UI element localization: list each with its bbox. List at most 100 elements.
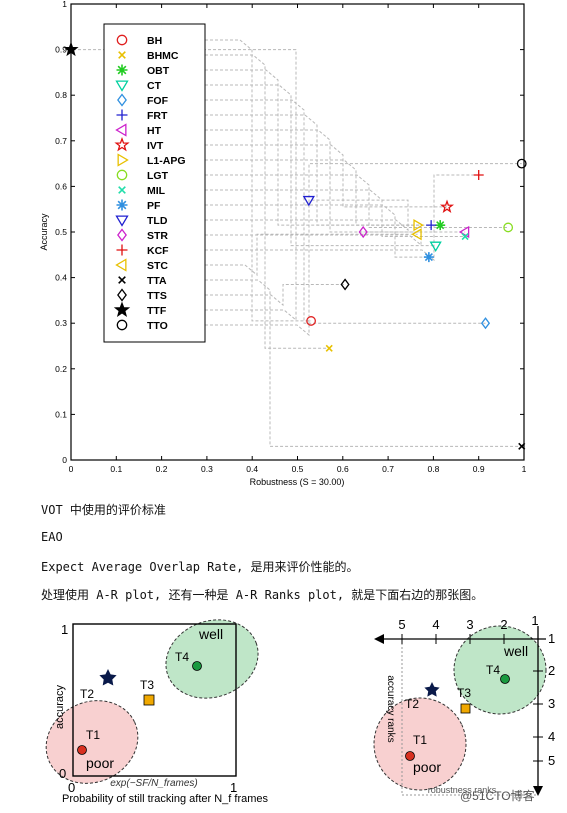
- y-axis-label: accuracy ranks: [385, 675, 396, 742]
- data-points: [63, 41, 527, 450]
- y-tick-4: 4: [548, 729, 555, 744]
- legend-connector-lines: [71, 39, 522, 447]
- y-tick-label: 0.4: [55, 273, 67, 283]
- connector-l1-apg: [205, 159, 418, 226]
- legend-entry-tta: TTA: [118, 275, 167, 287]
- legend-label: TLD: [147, 215, 168, 227]
- legend-label: HT: [147, 125, 162, 137]
- x-tick-label: 0.1: [110, 464, 122, 474]
- connector-bhmc: [205, 54, 330, 349]
- legend: BH BHMC OBT CT FOF FRT HT IVT L1-APG LGT MIL PF TLD S…: [103, 23, 206, 343]
- connector-obt: [205, 69, 441, 226]
- ar-ranks-diagram: 5 4 3 2 1 1 2 3 4 5 well poor accuracy r…: [373, 613, 555, 803]
- connector-ht: [205, 129, 466, 233]
- text-line-1: VOT 中使用的评价标准: [41, 503, 166, 517]
- label-t2: T2: [405, 697, 419, 711]
- x-tick-5: 5: [398, 617, 405, 632]
- y-tick-1: 1: [548, 631, 555, 646]
- legend-entry-ct: CT: [115, 80, 162, 92]
- poor-region: [373, 697, 467, 791]
- legend-entry-pf: PF: [116, 199, 161, 212]
- point-tta: [518, 442, 526, 450]
- legend-label: MIL: [147, 185, 166, 197]
- legend-label: PF: [147, 200, 161, 212]
- point-bh: [306, 316, 316, 326]
- x-axis-label: Robustness (S = 30.00): [250, 477, 345, 487]
- y-axis-label: Accuracy: [39, 213, 49, 251]
- point-fof: [480, 317, 491, 330]
- point-tts: [340, 278, 350, 291]
- legend-entry-l1-apg: L1-APG: [117, 153, 186, 167]
- x-tick-label: 0: [69, 464, 74, 474]
- legend-entry-ht: HT: [115, 123, 162, 137]
- region-label-poor: poor: [413, 759, 441, 775]
- legend-entry-tto: TTO: [116, 319, 168, 332]
- point-lgt: [503, 222, 514, 233]
- label-t2: T2: [80, 687, 94, 701]
- label-t4: T4: [175, 650, 189, 664]
- connector-tto: [205, 163, 522, 337]
- legend-label: TTA: [147, 275, 167, 287]
- point-ct: [429, 241, 442, 252]
- point-t2-star: [424, 682, 440, 697]
- legend-entry-bhmc: BHMC: [118, 50, 179, 62]
- legend-label: TTS: [147, 290, 167, 302]
- point-ttf: [63, 41, 79, 57]
- point-obt: [435, 220, 446, 231]
- y-tick-label: 0.7: [55, 136, 67, 146]
- x-tick-4: 4: [432, 617, 439, 632]
- x-tick-label: 0.6: [337, 464, 349, 474]
- y-tick-label: 0.2: [55, 364, 67, 374]
- x-tick-label: 0.5: [292, 464, 304, 474]
- watermark: @51CTO博客: [460, 788, 535, 803]
- region-label-well: well: [503, 643, 528, 659]
- y-arrow-head: [533, 786, 543, 796]
- point-frt: [426, 220, 437, 231]
- y-tick-label: 0.3: [55, 318, 67, 328]
- x-tick-1: 1: [230, 780, 237, 795]
- connector-tts: [205, 283, 346, 307]
- x-axis-label: robustness ranks: [428, 785, 497, 795]
- connector-bh: [205, 39, 312, 322]
- text-line-2: EAO: [41, 530, 63, 544]
- legend-entry-str: STR: [117, 228, 168, 242]
- connector-ivt: [205, 144, 447, 208]
- y-tick-label: 0.6: [55, 181, 67, 191]
- connector-frt: [205, 114, 432, 226]
- x-tick-label: 0.4: [246, 464, 258, 474]
- x-axis-formula: exp(−SF/N_frames): [110, 778, 198, 789]
- point-t3: [143, 694, 155, 706]
- legend-entry-tts: TTS: [117, 288, 167, 302]
- point-t2-star: [99, 669, 117, 686]
- legend-label: BH: [147, 35, 162, 47]
- x-tick-label: 1: [522, 464, 527, 474]
- legend-label: KCF: [147, 245, 169, 257]
- legend-label: FOF: [147, 95, 169, 107]
- label-t3: T3: [457, 686, 471, 700]
- point-l1-apg: [413, 219, 424, 232]
- text-line-4: 处理使用 A-R plot, 还有一种是 A-R Ranks plot, 就是下…: [41, 588, 484, 602]
- legend-entry-tld: TLD: [115, 215, 168, 227]
- connector-fof: [205, 99, 486, 324]
- y-tick-3: 3: [548, 696, 555, 711]
- legend-entry-mil: MIL: [118, 185, 166, 197]
- point-stc: [411, 228, 422, 241]
- point-str: [358, 225, 368, 239]
- region-label-poor: poor: [86, 755, 114, 771]
- point-bhmc: [325, 344, 333, 352]
- legend-entry-frt: FRT: [116, 109, 168, 122]
- point-t1: [77, 745, 87, 755]
- connector-tta: [205, 279, 522, 447]
- x-tick-1: 1: [531, 613, 538, 628]
- ar-plot-frame: [72, 623, 237, 777]
- x-tick-0: 0: [68, 780, 75, 795]
- label-t1: T1: [86, 728, 100, 742]
- legend-label: FRT: [147, 110, 168, 122]
- x-tick-label: 0.8: [427, 464, 439, 474]
- legend-label: OBT: [147, 65, 170, 77]
- connector-ct: [205, 84, 436, 247]
- well-region: [165, 619, 259, 699]
- axis-ticks: 0 0.1 0.2 0.3 0.4 0.5 0.6 0.7 0.8 0.9 1 0 0.1 0.2 0.3 0…: [55, 0, 526, 474]
- point-t4: [192, 661, 202, 671]
- point-t4: [500, 674, 510, 684]
